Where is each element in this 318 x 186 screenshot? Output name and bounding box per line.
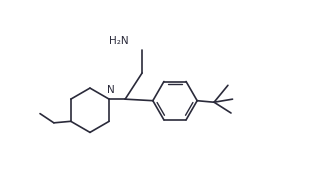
Text: H₂N: H₂N bbox=[109, 36, 128, 46]
Text: N: N bbox=[107, 85, 114, 95]
